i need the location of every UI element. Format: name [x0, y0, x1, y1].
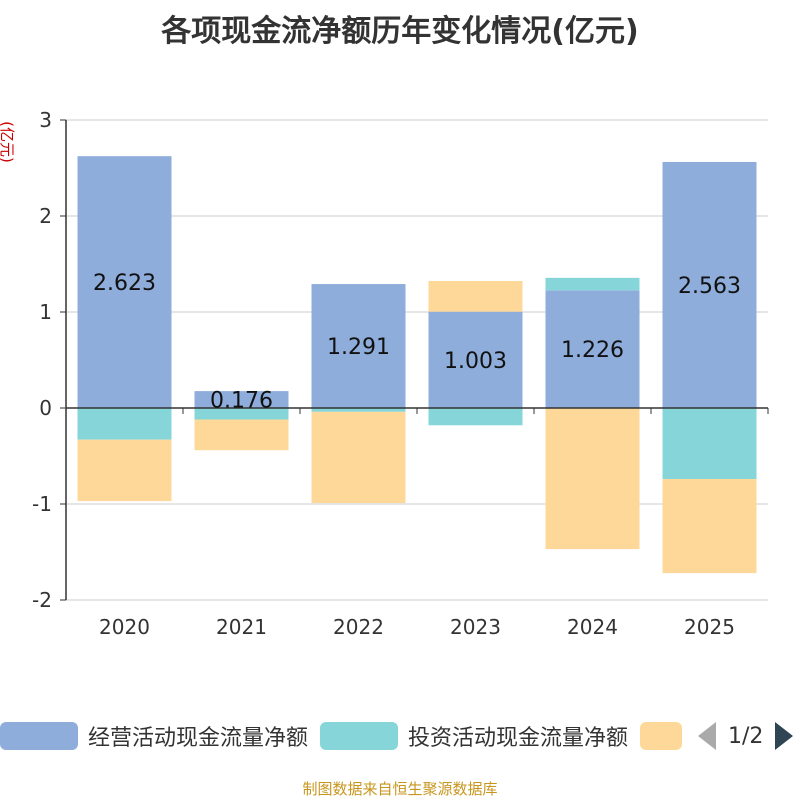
y-tick-label: -2	[32, 588, 52, 612]
bar-series-1-2022[interactable]	[311, 408, 406, 412]
data-label-2023: 1.003	[444, 349, 507, 374]
x-tick-label: 2025	[684, 615, 735, 639]
y-tick-label: 3	[39, 108, 52, 132]
bar-series-1-2021[interactable]	[194, 408, 289, 420]
data-label-2024: 1.226	[561, 338, 624, 363]
bar-series-2-2023[interactable]	[428, 280, 523, 312]
legend-item-financing[interactable]	[640, 716, 682, 756]
data-label-2021: 0.176	[210, 389, 273, 414]
data-label-2020: 2.623	[93, 271, 156, 296]
legend-label-operating: 经营活动现金流量净额	[88, 726, 309, 751]
bar-series-0-2024[interactable]	[545, 290, 640, 408]
bar-series-2-2021[interactable]	[194, 419, 289, 451]
bar-series-0-2025[interactable]	[662, 161, 757, 408]
bar-series-2-2020[interactable]	[77, 439, 172, 502]
axes: -2 -1 0 1 2 3 2020 2021 2022 2023 2024 2025	[32, 108, 769, 639]
x-tick-label: 2024	[567, 615, 618, 639]
bar-series-2-2022[interactable]	[311, 411, 406, 504]
bar-series-0-2022[interactable]	[311, 284, 406, 408]
y-tick-label: 0	[39, 396, 52, 420]
y-axis-label: (亿元)	[0, 121, 16, 163]
chart-area: -2 -1 0 1 2 3 2020 2021 2022 2023 2024 2025 2.623 0.…	[0, 108, 769, 639]
bar-series-0-2023[interactable]	[428, 311, 523, 408]
y-tick-label: 2	[39, 204, 52, 228]
data-source-note: 制图数据来自恒生聚源数据库	[302, 780, 498, 798]
x-tick-label: 2020	[99, 615, 150, 639]
x-tick-label: 2022	[333, 615, 384, 639]
bar-series-0-2021[interactable]	[194, 391, 289, 408]
chart-title: 各项现金流净额历年变化情况(亿元)	[161, 14, 639, 49]
bar-series-1-2025[interactable]	[662, 408, 757, 480]
grid-lines	[66, 119, 768, 601]
legend-swatch-operating	[0, 722, 78, 750]
legend-prev-arrow-icon[interactable]	[698, 722, 716, 750]
legend-label-investing: 投资活动现金流量净额	[408, 726, 629, 751]
bar-series-1-2023[interactable]	[428, 408, 523, 426]
legend: 经营活动现金流量净额 投资活动现金流量净额 1/2	[0, 716, 800, 756]
y-tick-label: -1	[32, 492, 52, 516]
data-label-2025: 2.563	[678, 274, 741, 299]
bar-series-0-2020[interactable]	[77, 156, 172, 408]
legend-swatch-financing	[640, 722, 682, 750]
bars	[77, 156, 757, 574]
x-tick-label: 2021	[216, 615, 267, 639]
legend-item-investing[interactable]: 投资活动现金流量净额	[320, 716, 628, 756]
legend-next-arrow-icon[interactable]	[775, 722, 794, 750]
data-label-2022: 1.291	[327, 335, 390, 360]
legend-page-text: 1/2	[728, 723, 764, 749]
bar-series-2-2024[interactable]	[545, 408, 640, 550]
bar-series-1-2024[interactable]	[545, 277, 640, 291]
bar-series-1-2020[interactable]	[77, 408, 172, 440]
legend-item-operating[interactable]: 经营活动现金流量净额	[0, 716, 308, 756]
x-tick-label: 2023	[450, 615, 501, 639]
bar-series-2-2025[interactable]	[662, 479, 757, 574]
legend-pager: 1/2	[698, 716, 794, 756]
data-labels: 2.623 0.176 1.291 1.003 1.226 2.563	[93, 271, 741, 413]
y-tick-label: 1	[39, 300, 52, 324]
legend-swatch-investing	[320, 722, 398, 750]
